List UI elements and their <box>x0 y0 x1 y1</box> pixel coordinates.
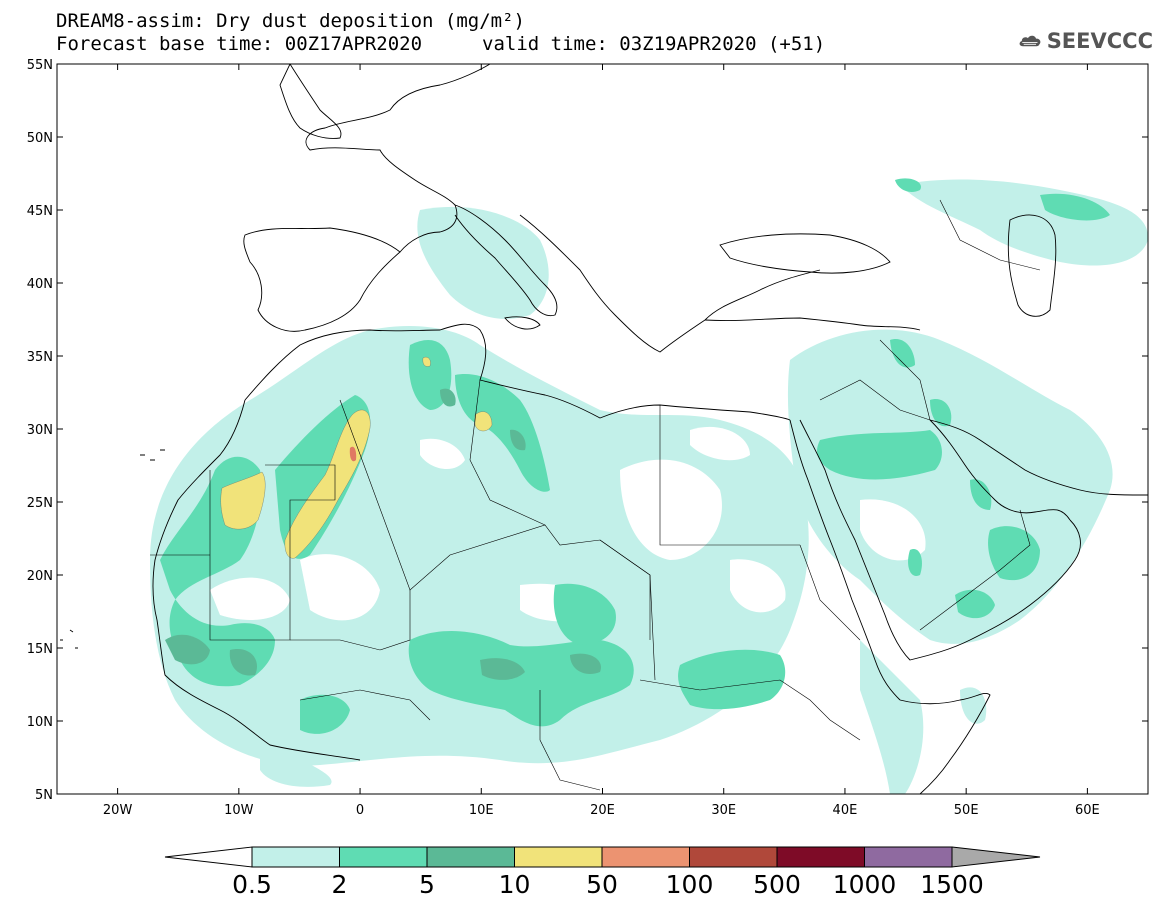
color-bar-segment <box>251 846 340 868</box>
deposition-level-5 <box>165 388 601 680</box>
lat-label: 55N <box>27 58 53 73</box>
deposition-level-2 <box>160 178 1110 734</box>
lat-label: 15N <box>27 642 53 657</box>
lat-label: 50N <box>27 131 53 146</box>
color-bar-arrow-low <box>164 846 253 868</box>
color-bar-label: 50 <box>586 870 618 899</box>
lat-label: 40N <box>27 277 53 292</box>
lon-label: 40E <box>833 803 858 818</box>
lon-label: 10W <box>224 803 254 818</box>
deposition-level-50 <box>349 446 357 462</box>
lon-label: 10E <box>469 803 494 818</box>
color-bar-segment <box>339 846 428 868</box>
lat-label: 45N <box>27 204 53 219</box>
color-bar-segment <box>689 846 778 868</box>
color-bar-segment <box>601 846 690 868</box>
cloud-icon <box>1019 35 1041 47</box>
color-bar-label: 0.5 <box>232 870 272 899</box>
map-title: DREAM8-assim: Dry dust deposition (mg/m²… <box>56 10 525 32</box>
latitude-axis: 55N 50N 45N 40N 35N 30N 25N 20N 15N 10N 5N <box>27 58 1148 803</box>
lat-label: 10N <box>27 715 53 730</box>
lat-label: 20N <box>27 569 53 584</box>
deposition-field <box>150 178 1148 794</box>
forecast-base-time: Forecast base time: 00Z17APR2020 <box>56 33 423 55</box>
lon-label: 0 <box>356 803 364 818</box>
lat-label: 35N <box>27 350 53 365</box>
color-bar-label: 5 <box>419 870 435 899</box>
logo-text: SEEVCCC <box>1046 29 1153 53</box>
seevccc-logo: SEEVCCC <box>1018 24 1153 58</box>
lon-label: 60E <box>1075 803 1100 818</box>
color-bar-segment <box>426 846 515 868</box>
lat-label: 5N <box>35 788 53 803</box>
color-bar-arrow-high <box>951 846 1041 868</box>
lon-label: 30E <box>711 803 736 818</box>
color-bar-segment <box>514 846 603 868</box>
valid-time: valid time: 03Z19APR2020 (+51) <box>482 33 826 55</box>
lon-label: 20E <box>590 803 615 818</box>
color-bar-label: 100 <box>665 870 714 899</box>
lat-label: 25N <box>27 496 53 511</box>
color-bar-label: 2 <box>331 870 348 899</box>
color-bar-label: 1000 <box>832 870 897 899</box>
color-bar <box>164 846 1041 868</box>
lat-label: 30N <box>27 423 53 438</box>
lon-label: 20W <box>103 803 133 818</box>
deposition-level-10 <box>220 356 493 559</box>
country-borders <box>150 199 1041 791</box>
lon-label: 50E <box>954 803 979 818</box>
color-bar-segment <box>776 846 865 868</box>
color-bar-segment <box>864 846 953 868</box>
color-bar-label: 500 <box>753 870 801 899</box>
color-bar-label: 10 <box>498 870 531 899</box>
longitude-axis: 20W 10W 0 10E 20E 30E 40E 50E 60E <box>103 64 1100 818</box>
color-bar-label: 1500 <box>920 870 984 899</box>
